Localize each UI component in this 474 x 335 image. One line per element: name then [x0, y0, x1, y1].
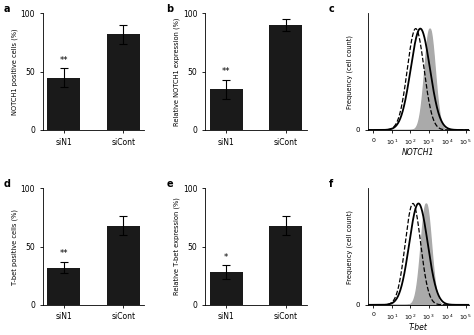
Text: f: f	[329, 179, 333, 189]
Text: c: c	[329, 4, 335, 14]
Text: **: **	[222, 67, 230, 76]
Text: a: a	[4, 4, 10, 14]
Y-axis label: NOTCH1 positive cells (%): NOTCH1 positive cells (%)	[11, 28, 18, 115]
Text: b: b	[166, 4, 173, 14]
Y-axis label: Frequency (cell count): Frequency (cell count)	[346, 35, 353, 109]
Bar	[269, 25, 302, 130]
Y-axis label: Relative NOTCH1 expression (%): Relative NOTCH1 expression (%)	[174, 17, 180, 126]
Bar	[269, 225, 302, 305]
Bar	[210, 272, 243, 305]
Text: d: d	[4, 179, 11, 189]
Bar	[47, 268, 80, 305]
Y-axis label: Relative T-bet expression (%): Relative T-bet expression (%)	[174, 198, 180, 295]
Bar	[210, 89, 243, 130]
Y-axis label: T-bet positive cells (%): T-bet positive cells (%)	[11, 209, 18, 284]
Y-axis label: Frequency (cell count): Frequency (cell count)	[346, 210, 353, 283]
Bar	[107, 225, 140, 305]
Text: **: **	[59, 56, 68, 65]
Text: **: **	[59, 249, 68, 258]
Bar	[107, 35, 140, 130]
X-axis label: T-bet: T-bet	[409, 323, 428, 332]
X-axis label: NOTCH1: NOTCH1	[402, 148, 435, 157]
Text: *: *	[224, 253, 228, 262]
Text: e: e	[166, 179, 173, 189]
Bar	[47, 77, 80, 130]
